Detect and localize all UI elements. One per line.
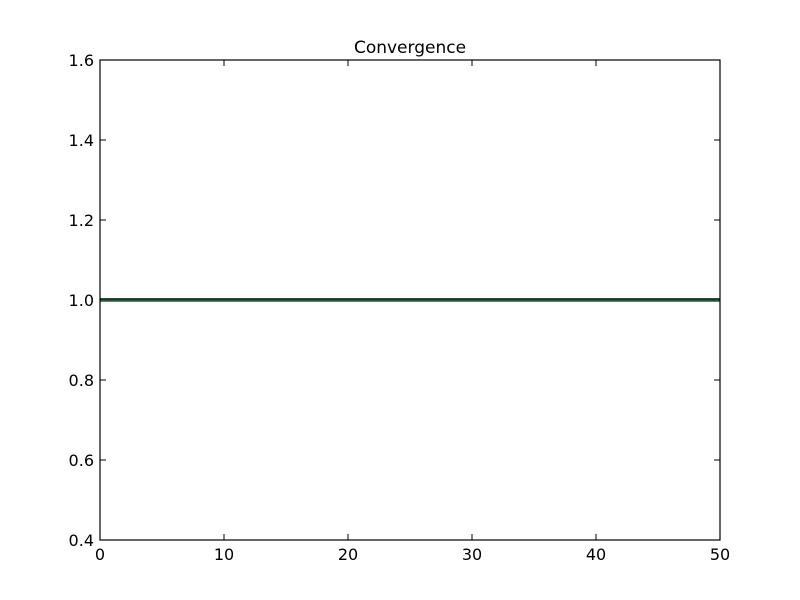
chart-title: Convergence <box>354 38 466 58</box>
y-tick-label: 0.4 <box>69 531 94 550</box>
x-tick-label: 10 <box>214 545 234 564</box>
x-tick-label: 50 <box>710 545 730 564</box>
y-tick-label: 0.8 <box>69 371 94 390</box>
plot-area-frame <box>99 59 721 541</box>
y-tick-label: 1.0 <box>69 291 94 310</box>
x-tick-label: 30 <box>462 545 482 564</box>
y-tick-label: 1.2 <box>69 211 94 230</box>
x-tick-label: 40 <box>586 545 606 564</box>
plot-series <box>100 298 720 302</box>
x-axis: 0 10 20 30 40 50 <box>95 60 730 564</box>
y-tick-label: 1.4 <box>69 131 94 150</box>
y-tick-label: 1.6 <box>69 51 94 70</box>
x-tick-label: 20 <box>338 545 358 564</box>
x-tick-label: 0 <box>95 545 105 564</box>
y-tick-label: 0.6 <box>69 451 94 470</box>
